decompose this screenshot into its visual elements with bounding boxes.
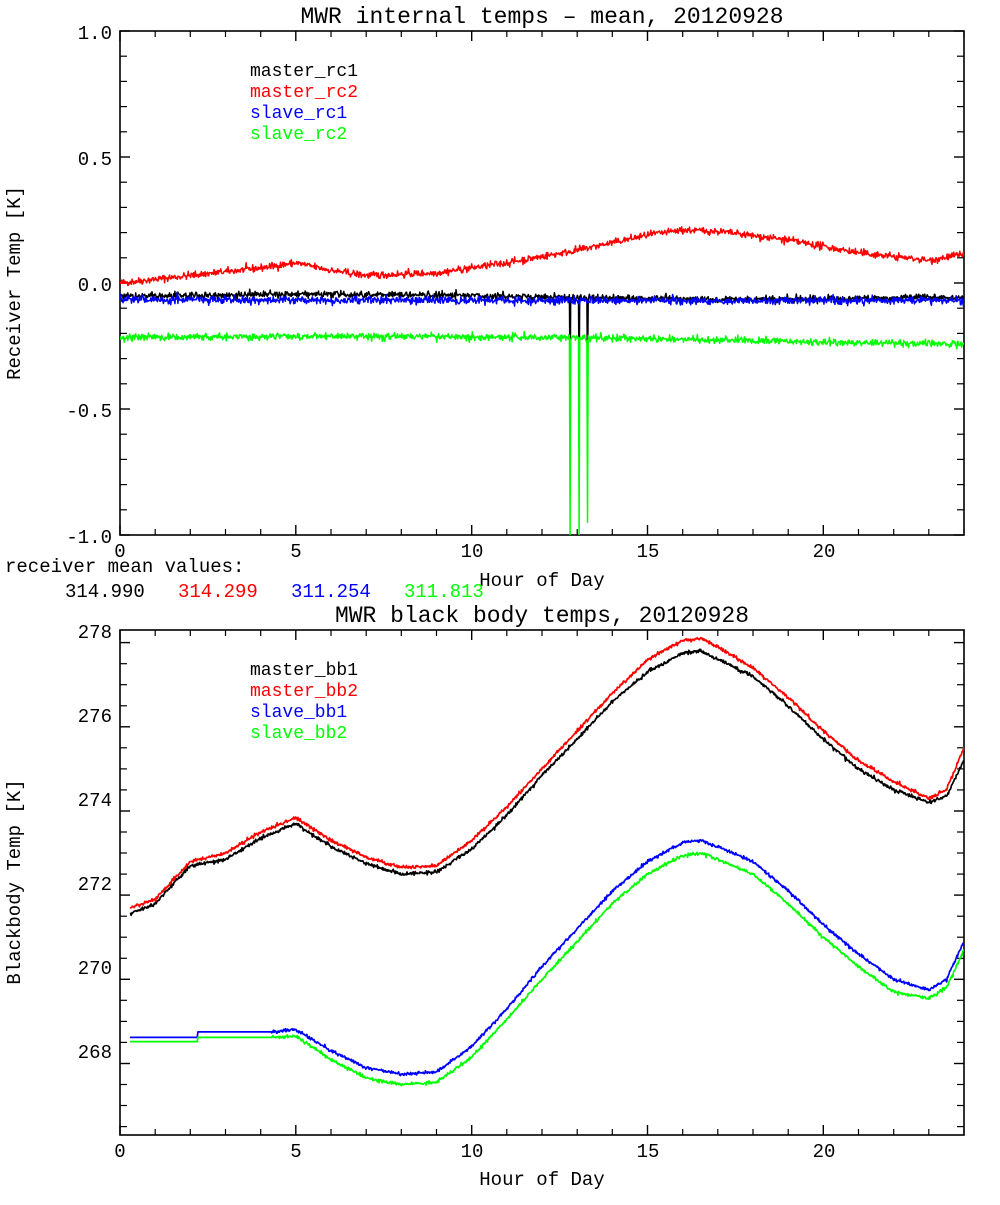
svg-text:272: 272 <box>78 874 112 896</box>
svg-text:314.990: 314.990 <box>65 581 145 603</box>
svg-text:-0.5: -0.5 <box>66 401 112 423</box>
svg-text:master_bb1: master_bb1 <box>250 661 358 681</box>
svg-text:278: 278 <box>78 622 112 644</box>
svg-text:20: 20 <box>813 1141 836 1163</box>
svg-text:311.813: 311.813 <box>404 581 484 603</box>
svg-text:270: 270 <box>78 958 112 980</box>
svg-text:268: 268 <box>78 1042 112 1064</box>
svg-text:Hour of Day: Hour of Day <box>479 1169 604 1191</box>
svg-text:20: 20 <box>813 541 836 563</box>
svg-text:15: 15 <box>637 1141 660 1163</box>
svg-text:5: 5 <box>290 541 301 563</box>
svg-text:10: 10 <box>461 1141 484 1163</box>
svg-text:274: 274 <box>78 790 112 812</box>
svg-text:15: 15 <box>637 541 660 563</box>
svg-text:0.0: 0.0 <box>78 275 112 297</box>
svg-text:-1.0: -1.0 <box>66 527 112 549</box>
svg-text:slave_bb1: slave_bb1 <box>250 703 347 723</box>
svg-text:314.299: 314.299 <box>178 581 258 603</box>
svg-text:master_bb2: master_bb2 <box>250 682 358 702</box>
svg-text:0.5: 0.5 <box>78 149 112 171</box>
svg-text:slave_rc2: slave_rc2 <box>250 125 347 145</box>
svg-text:slave_bb2: slave_bb2 <box>250 724 347 744</box>
svg-text:311.254: 311.254 <box>291 581 371 603</box>
svg-text:0: 0 <box>114 1141 125 1163</box>
svg-text:Blackbody Temp [K]: Blackbody Temp [K] <box>4 779 26 984</box>
svg-text:slave_rc1: slave_rc1 <box>250 104 347 124</box>
svg-text:10: 10 <box>461 541 484 563</box>
svg-text:master_rc2: master_rc2 <box>250 83 358 103</box>
svg-text:Hour of Day: Hour of Day <box>479 570 604 592</box>
svg-text:Receiver Temp [K]: Receiver Temp [K] <box>4 186 26 380</box>
svg-text:MWR internal temps – mean, 201: MWR internal temps – mean, 20120928 <box>300 4 783 30</box>
svg-text:MWR black body temps, 20120928: MWR black body temps, 20120928 <box>335 603 749 629</box>
svg-text:master_rc1: master_rc1 <box>250 62 358 82</box>
svg-text:1.0: 1.0 <box>78 23 112 45</box>
svg-text:5: 5 <box>290 1141 301 1163</box>
svg-text:276: 276 <box>78 706 112 728</box>
svg-text:receiver mean values:: receiver mean values: <box>5 556 244 578</box>
